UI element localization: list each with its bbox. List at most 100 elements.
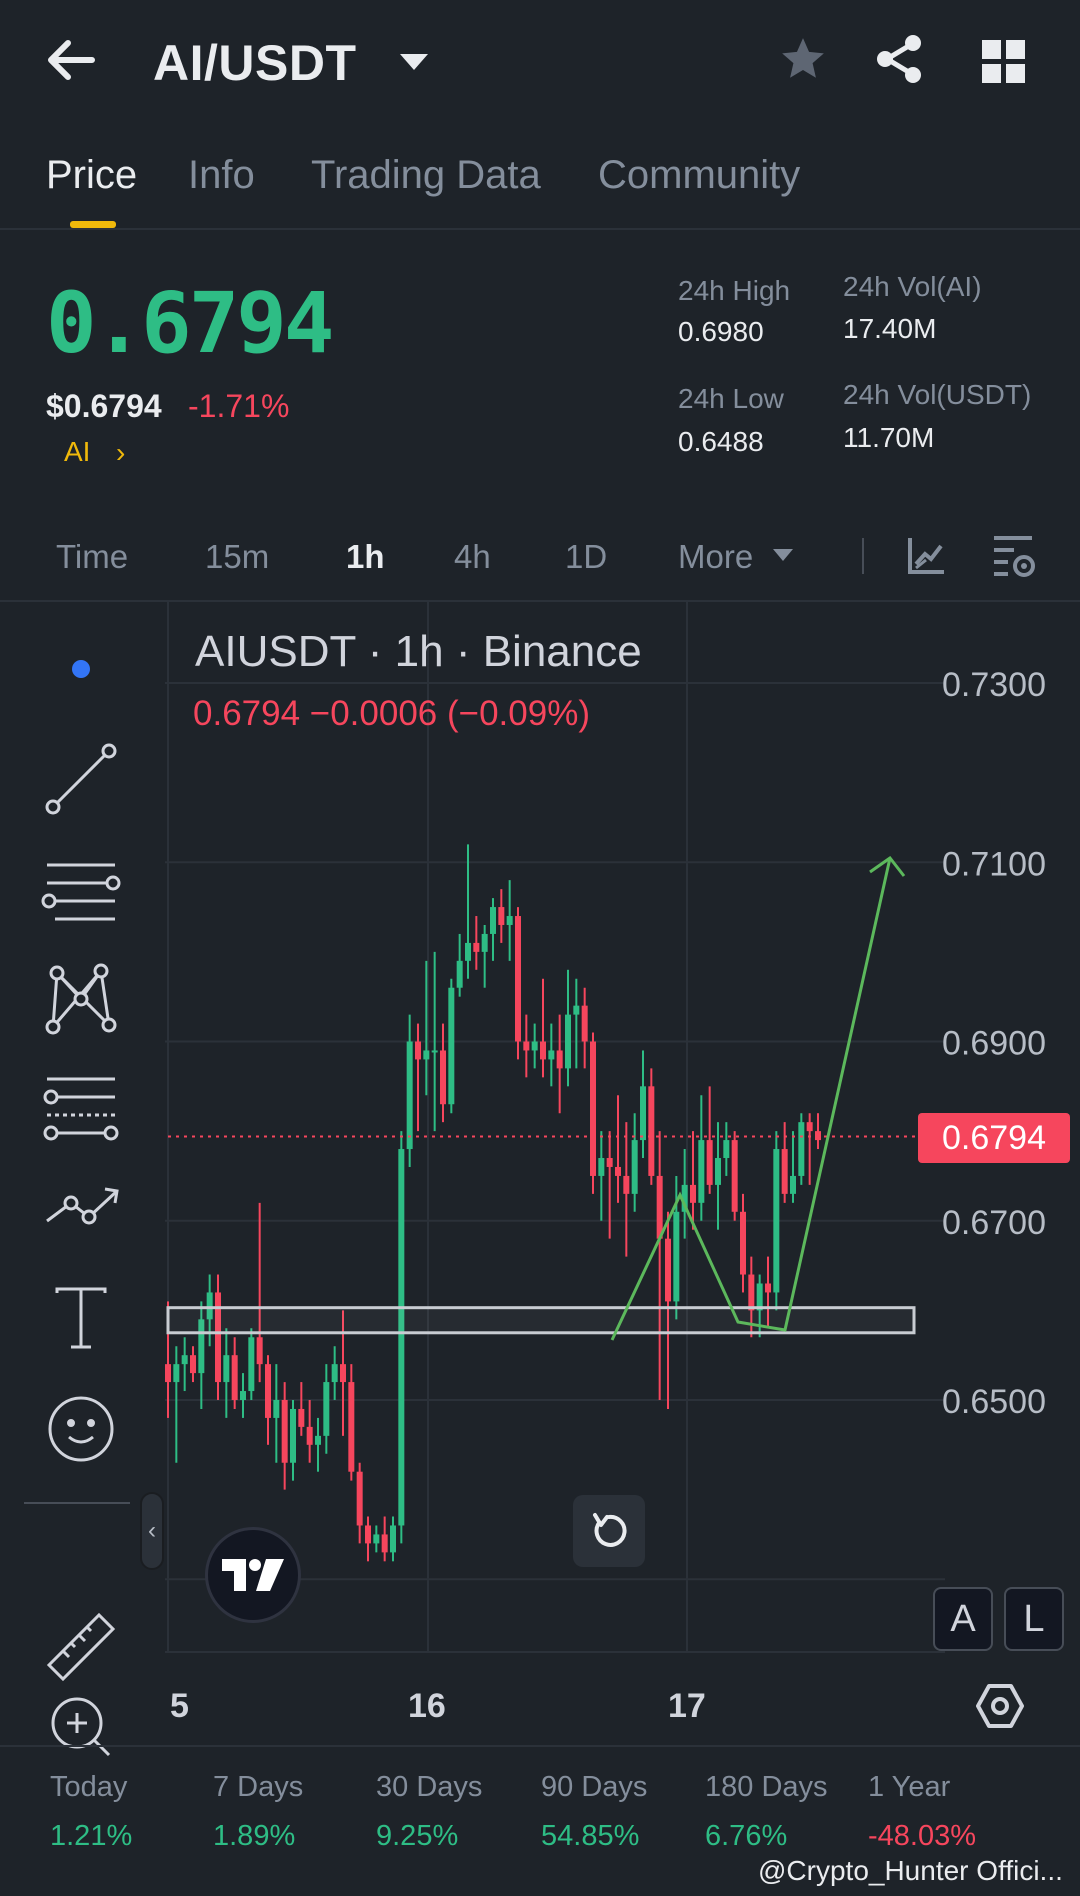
candle-body [765,1283,771,1293]
candle-body [240,1391,246,1400]
y-axis-label: 0.7300 [942,666,1046,704]
share-button[interactable] [872,32,926,91]
candle-body [748,1274,755,1311]
candle-body [298,1408,305,1427]
tab-community[interactable]: Community [598,153,801,197]
ruler-icon[interactable] [36,1602,126,1692]
path-icon[interactable] [36,1162,126,1252]
chart-title: AIUSDT · 1h · Binance [195,627,642,676]
candle-body [248,1337,255,1392]
candle-body [390,1525,396,1553]
chevron-right-icon[interactable]: › [116,437,126,468]
candle-body [790,1175,796,1194]
tab-trading-data[interactable]: Trading Data [311,153,541,197]
divider [0,1745,1080,1747]
candle-body [581,1005,588,1042]
performance-label: 30 Days [376,1771,483,1803]
auto-scale-button[interactable]: A [933,1587,993,1651]
candle-body [306,1426,313,1445]
pattern-icon[interactable] [36,954,126,1044]
performance-label: 90 Days [541,1771,648,1803]
candle-body [773,1149,780,1293]
performance-label: 1 Year [868,1771,951,1803]
tab-price[interactable]: Price [46,153,138,197]
log-scale-button[interactable]: L [1004,1587,1064,1651]
high-24h-value: 0.6980 [678,316,764,347]
candle-body [356,1471,363,1526]
y-axis-label: 0.6700 [942,1204,1046,1242]
asset-link[interactable]: AI [64,436,91,467]
caret-down-icon[interactable] [398,52,430,79]
divider [0,228,1080,230]
cursor-dot-icon[interactable] [36,624,126,714]
volume-usdt-label: 24h Vol(USDT) [843,379,1032,410]
horizontal-lines-icon[interactable] [36,844,126,934]
candle-body [673,1211,680,1302]
candle-body [290,1408,296,1463]
candle-body [781,1149,788,1194]
indicators-button[interactable] [904,534,948,583]
reset-chart-button[interactable] [573,1495,645,1567]
candle-body [540,1041,546,1060]
interval-more[interactable]: More [678,538,754,575]
interval-1h[interactable]: 1h [346,538,385,575]
caret-down-icon[interactable] [772,548,794,567]
candle-body [256,1337,263,1365]
candle-body [365,1525,371,1544]
volume-ai-label: 24h Vol(AI) [843,271,982,302]
rotate-ccw-icon [593,1513,627,1547]
performance-value: 9.25% [376,1820,459,1852]
interval-4h[interactable]: 4h [454,538,491,575]
candle-body [448,987,455,1105]
interval-15m[interactable]: 15m [205,538,270,575]
candle-body [415,1041,421,1060]
volume-ai-value: 17.40M [843,313,937,344]
chart-display-settings-button[interactable] [990,532,1038,585]
candle-body [481,933,488,952]
candle-body [706,1140,713,1185]
tab-info[interactable]: Info [188,153,255,197]
candle-body [531,1041,538,1051]
performance-value: 54.85% [541,1820,640,1852]
candle-body [690,1184,696,1203]
tradingview-logo[interactable] [205,1527,301,1623]
candle-body [440,1050,446,1105]
candle-body [190,1355,196,1374]
candlestick-chart[interactable]: 0.7300 0.7100 0.6900 0.6700 0.6500 [165,602,1080,1702]
candle-body [456,960,463,988]
candle-body [181,1355,188,1365]
candle-body [615,1166,621,1176]
pair-title[interactable]: AI/USDT [153,35,357,91]
candle-body [573,1005,580,1015]
interval-time[interactable]: Time [56,538,129,575]
candle-body [590,1041,596,1176]
divider [24,1502,130,1504]
candle-body [548,1050,555,1060]
toolbar-collapse-handle[interactable]: ‹ [140,1492,164,1570]
candle-body [198,1319,205,1374]
candle-body [281,1400,288,1463]
interval-1d[interactable]: 1D [565,538,608,575]
fib-retracement-icon[interactable] [36,1062,126,1152]
favorite-star-button[interactable] [778,34,828,89]
candle-body [506,916,513,925]
candle-body [631,1140,638,1194]
forecast-arrowhead [869,855,906,877]
candle-body [623,1175,630,1194]
candle-body [373,1534,380,1544]
performance-value: 6.76% [705,1820,788,1852]
candle-body [165,1364,171,1383]
text-tool-icon[interactable] [36,1274,126,1364]
back-button[interactable] [40,30,110,90]
candle-body [806,1122,813,1132]
chart-settings-button[interactable] [974,1680,1026,1737]
menu-grid-button[interactable] [982,40,1026,89]
candle-body [265,1364,271,1418]
emoji-icon[interactable] [36,1384,126,1474]
trend-line-icon[interactable] [36,734,126,824]
current-price-tag: 0.6794 [918,1113,1070,1163]
zoom-in-icon[interactable] [36,1682,126,1772]
divider [0,600,1080,602]
active-tab-indicator [70,221,116,228]
candle-body [465,942,471,961]
